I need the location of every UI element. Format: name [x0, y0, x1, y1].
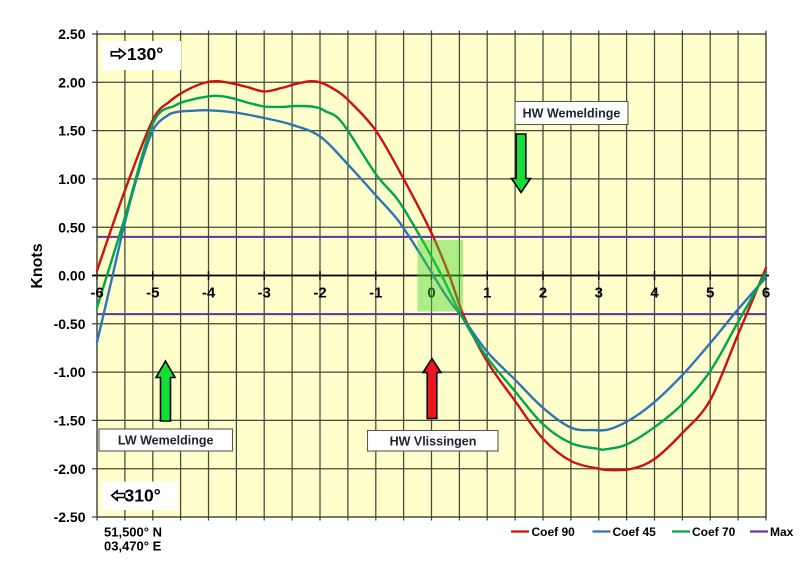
svg-text:-1: -1	[369, 285, 382, 302]
svg-text:HW Wemeldinge: HW Wemeldinge	[523, 107, 621, 121]
svg-text:-2.50: -2.50	[54, 509, 86, 525]
svg-text:-0.50: -0.50	[54, 316, 86, 332]
svg-text:Knots: Knots	[29, 243, 46, 288]
svg-text:5: 5	[706, 285, 714, 302]
svg-text:LW Wemeldinge: LW Wemeldinge	[118, 434, 214, 448]
svg-text:4: 4	[650, 285, 659, 302]
svg-text:HW Vlissingen: HW Vlissingen	[390, 435, 477, 449]
svg-text:-4: -4	[202, 285, 216, 302]
svg-text:3: 3	[595, 285, 603, 302]
svg-text:130°: 130°	[127, 44, 163, 64]
svg-text:-2.00: -2.00	[54, 461, 86, 477]
svg-text:Coef 90: Coef 90	[532, 525, 576, 539]
svg-text:2: 2	[539, 285, 547, 302]
svg-text:0.50: 0.50	[58, 219, 85, 235]
svg-text:Max: Max	[770, 525, 794, 539]
svg-text:-5: -5	[146, 285, 159, 302]
svg-text:Coef 70: Coef 70	[692, 525, 736, 539]
svg-text:51,500° N: 51,500° N	[104, 525, 162, 540]
svg-text:-1.00: -1.00	[54, 364, 86, 380]
svg-text:-1.50: -1.50	[54, 413, 86, 429]
svg-text:03,470° E: 03,470° E	[104, 539, 162, 554]
svg-text:1.00: 1.00	[58, 171, 85, 187]
svg-text:0: 0	[427, 285, 435, 302]
svg-text:2.00: 2.00	[58, 74, 85, 90]
svg-text:310°: 310°	[125, 486, 161, 506]
svg-text:Coef 45: Coef 45	[613, 525, 657, 539]
svg-text:0.00: 0.00	[58, 268, 85, 284]
svg-text:1.50: 1.50	[58, 123, 85, 139]
svg-text:6: 6	[762, 285, 770, 302]
svg-text:-2: -2	[313, 285, 326, 302]
svg-text:-3: -3	[258, 285, 271, 302]
svg-text:1: 1	[483, 285, 491, 302]
svg-text:-6: -6	[90, 285, 103, 302]
svg-text:2.50: 2.50	[58, 26, 85, 42]
